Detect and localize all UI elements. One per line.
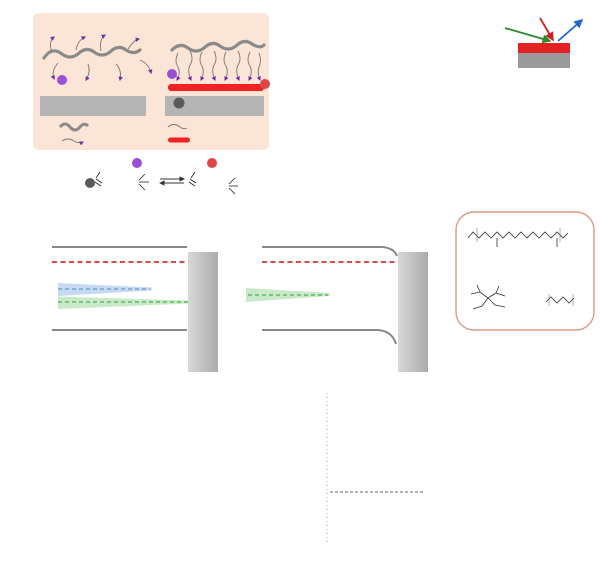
panel-i <box>455 211 595 331</box>
ev-level <box>262 329 397 345</box>
peie-structure <box>467 228 569 247</box>
mppt-inset <box>471 459 577 529</box>
peie-chain-drawing <box>42 34 153 82</box>
d1-glow <box>58 296 190 309</box>
pei-linear-structure <box>545 294 575 306</box>
panel-a-background <box>33 13 269 150</box>
ito-surface <box>40 96 146 116</box>
ec-level <box>262 246 398 257</box>
peie-layer <box>518 43 570 53</box>
panel-a-legend <box>58 122 190 146</box>
chemical-equilibrium-structure <box>85 158 238 195</box>
panel-b <box>85 158 238 195</box>
panel-h <box>326 393 424 545</box>
c60-block <box>188 252 218 372</box>
inset-background <box>471 459 577 529</box>
d2-glow <box>58 283 152 296</box>
badge-1 <box>173 97 185 109</box>
sfg-inset-diagram <box>504 17 584 68</box>
badge-3 <box>260 79 270 89</box>
d3-glow <box>246 288 330 302</box>
pei-branched-structure <box>470 284 506 310</box>
badge-2 <box>167 69 177 79</box>
panel-e <box>52 246 218 372</box>
interfacial-interaction-bar <box>168 84 264 91</box>
panel-d <box>504 17 584 68</box>
panel-f <box>246 246 428 372</box>
c60-block <box>398 252 428 372</box>
perovskite-surface <box>165 96 264 116</box>
panel-a <box>33 13 270 150</box>
panel-k <box>471 459 577 529</box>
protonated-chain-drawing <box>170 39 266 82</box>
perovskite-layer <box>518 53 570 68</box>
badge-2 <box>57 75 67 85</box>
